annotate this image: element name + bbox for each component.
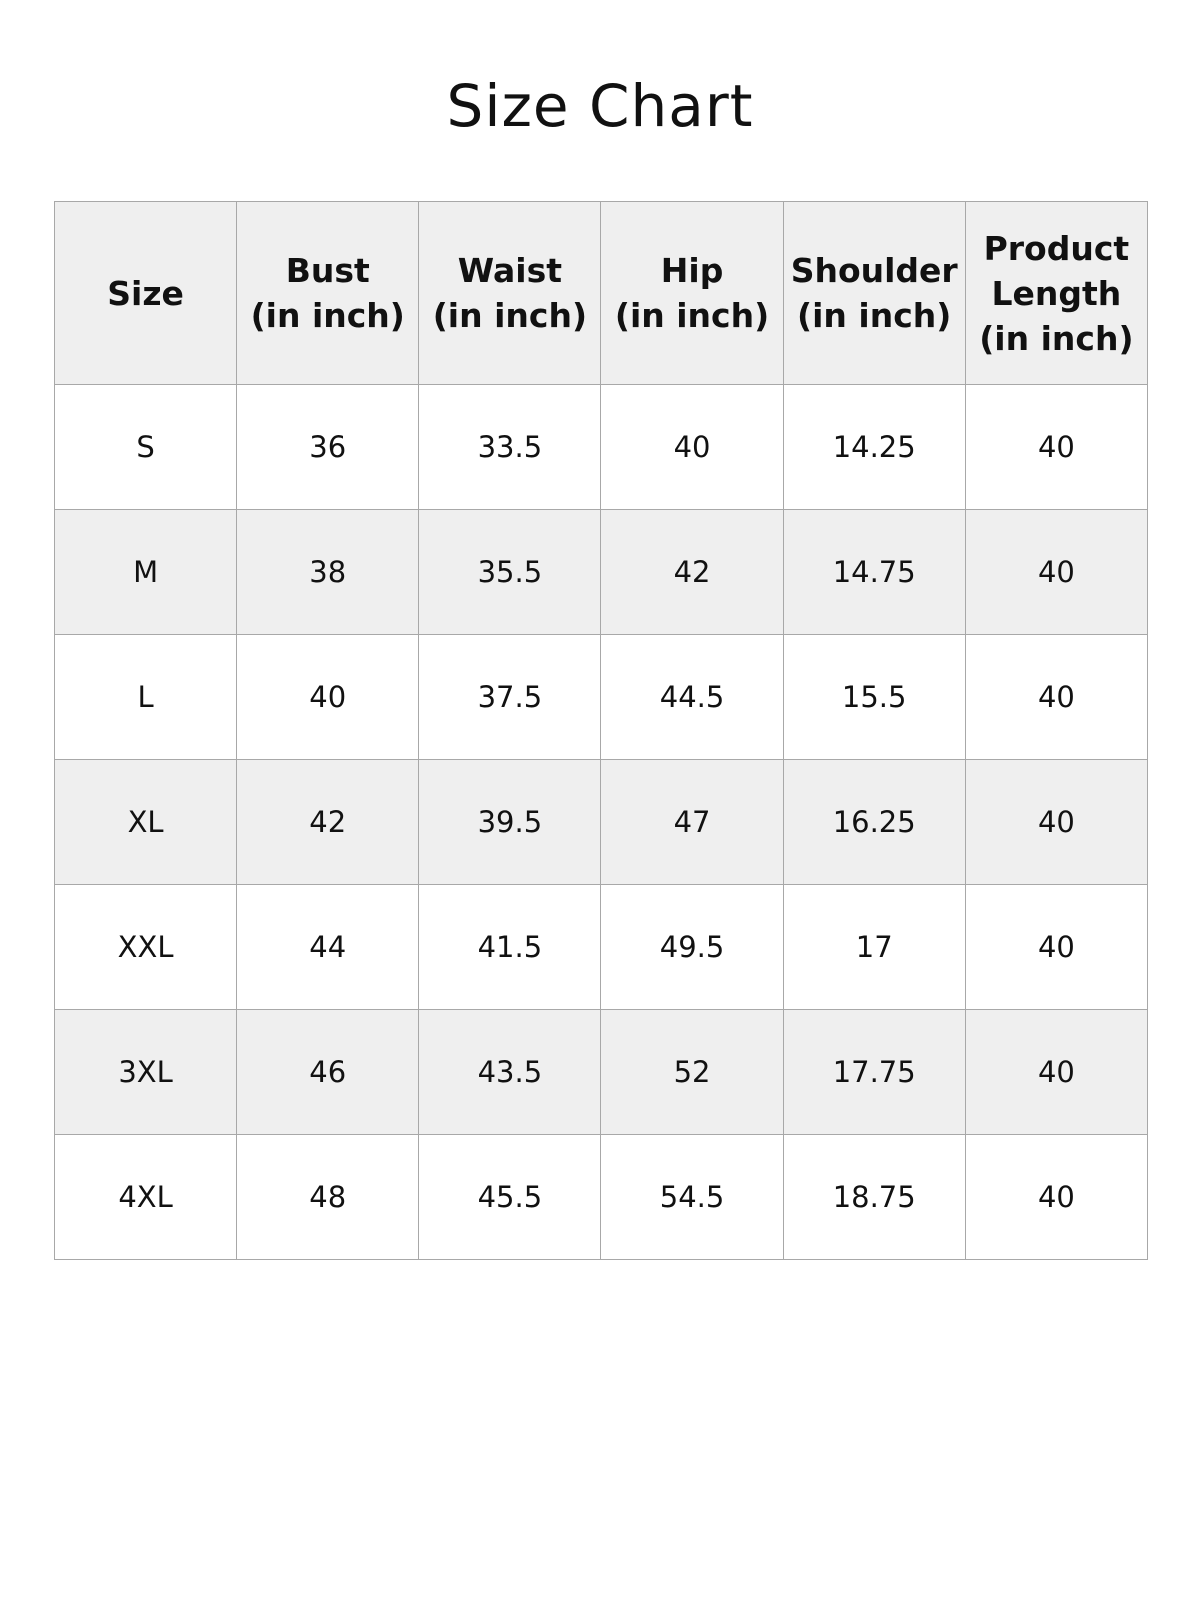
size-cell: 4XL: [53, 1134, 238, 1260]
measurement-cell: 48: [236, 1134, 420, 1260]
measurement-cell: 40: [964, 509, 1149, 635]
measurement-cell: 40: [964, 1009, 1149, 1135]
column-header: Product Length (in inch): [964, 201, 1149, 385]
size-cell: M: [53, 509, 238, 635]
measurement-cell: 43.5: [418, 1009, 602, 1135]
size-cell: S: [53, 384, 238, 510]
table-body: S 36 33.5 40 14.25 40 M 38 35.5 42 14.75 40 L 40 37.5 4…: [53, 384, 1149, 1260]
measurement-cell: 35.5: [418, 509, 602, 635]
measurement-cell: 40: [236, 634, 420, 760]
table-row: S 36 33.5 40 14.25 40: [53, 384, 1149, 510]
size-cell: 3XL: [53, 1009, 238, 1135]
measurement-cell: 40: [964, 384, 1149, 510]
measurement-cell: 40: [964, 884, 1149, 1010]
measurement-cell: 46: [236, 1009, 420, 1135]
measurement-cell: 40: [964, 634, 1149, 760]
measurement-cell: 38: [236, 509, 420, 635]
measurement-cell: 49.5: [600, 884, 784, 1010]
table-row: M 38 35.5 42 14.75 40: [53, 509, 1149, 635]
page-title: Size Chart: [446, 72, 754, 140]
size-cell: L: [53, 634, 238, 760]
table-row: XXL 44 41.5 49.5 17 40: [53, 884, 1149, 1010]
table-row: XL 42 39.5 47 16.25 40: [53, 759, 1149, 885]
measurement-cell: 40: [964, 1134, 1149, 1260]
measurement-cell: 37.5: [418, 634, 602, 760]
size-cell: XL: [53, 759, 238, 885]
measurement-cell: 40: [600, 384, 784, 510]
measurement-cell: 39.5: [418, 759, 602, 885]
measurement-cell: 47: [600, 759, 784, 885]
measurement-cell: 45.5: [418, 1134, 602, 1260]
measurement-cell: 18.75: [782, 1134, 966, 1260]
measurement-cell: 52: [600, 1009, 784, 1135]
column-header: Waist (in inch): [418, 201, 602, 385]
table-row: 4XL 48 45.5 54.5 18.75 40: [53, 1134, 1149, 1260]
column-header: Shoulder (in inch): [782, 201, 966, 385]
size-chart-table: Size Bust (in inch) Waist (in inch) Hip (in…: [53, 201, 1149, 1260]
column-header: Size: [53, 201, 238, 385]
column-header: Hip (in inch): [600, 201, 784, 385]
measurement-cell: 14.75: [782, 509, 966, 635]
measurement-cell: 44.5: [600, 634, 784, 760]
measurement-cell: 41.5: [418, 884, 602, 1010]
column-header: Bust (in inch): [236, 201, 420, 385]
measurement-cell: 33.5: [418, 384, 602, 510]
measurement-cell: 14.25: [782, 384, 966, 510]
measurement-cell: 44: [236, 884, 420, 1010]
table-row: 3XL 46 43.5 52 17.75 40: [53, 1009, 1149, 1135]
measurement-cell: 17: [782, 884, 966, 1010]
table-row: L 40 37.5 44.5 15.5 40: [53, 634, 1149, 760]
measurement-cell: 40: [964, 759, 1149, 885]
measurement-cell: 42: [236, 759, 420, 885]
size-cell: XXL: [53, 884, 238, 1010]
measurement-cell: 17.75: [782, 1009, 966, 1135]
measurement-cell: 15.5: [782, 634, 966, 760]
measurement-cell: 54.5: [600, 1134, 784, 1260]
measurement-cell: 42: [600, 509, 784, 635]
table-header-row: Size Bust (in inch) Waist (in inch) Hip (in…: [53, 201, 1149, 385]
measurement-cell: 36: [236, 384, 420, 510]
measurement-cell: 16.25: [782, 759, 966, 885]
